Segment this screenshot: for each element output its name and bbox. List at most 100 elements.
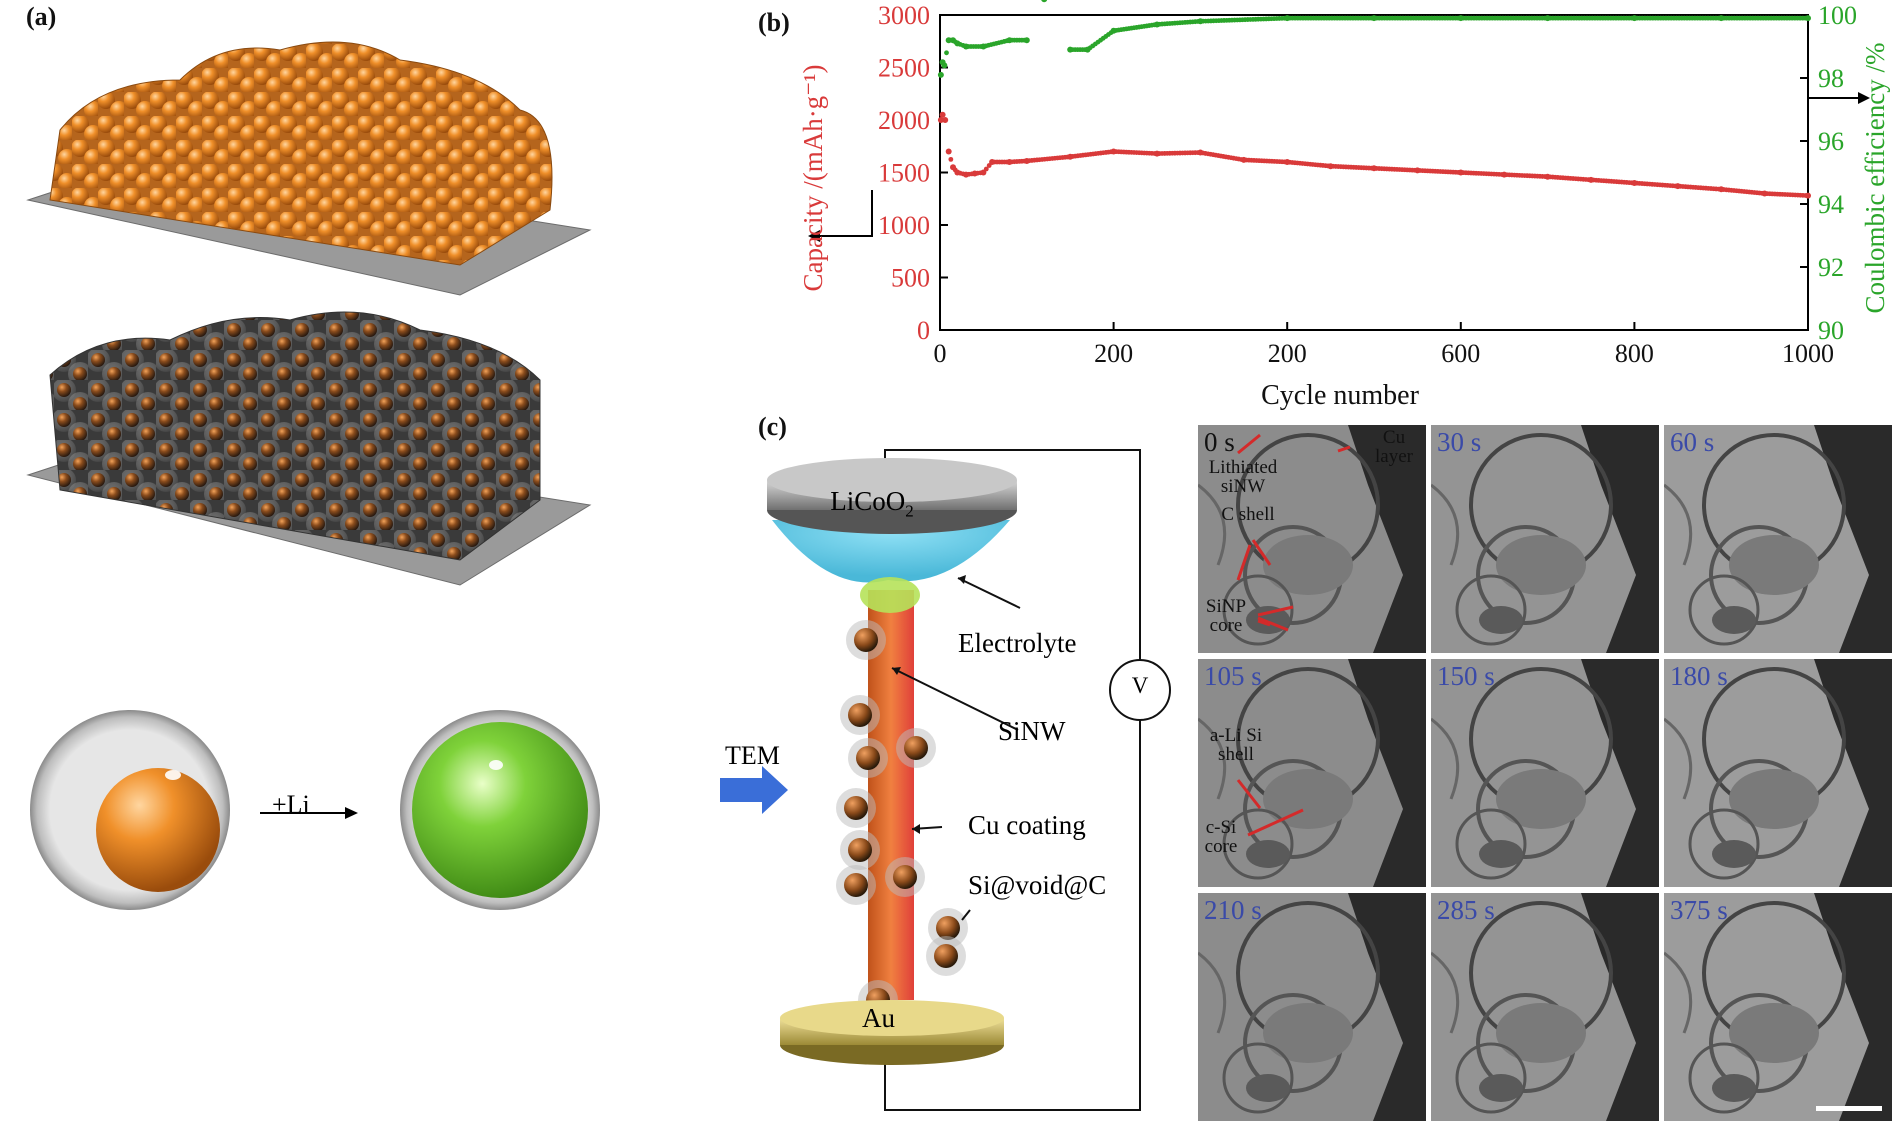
tem-frame: 210 s <box>1198 893 1426 1121</box>
y-left-tick-label: 2000 <box>878 106 930 135</box>
tem-note-c-si-core: c-Si core <box>1204 817 1238 857</box>
data-point <box>945 148 952 155</box>
y-right-tick-label: 100 <box>1818 1 1857 30</box>
tem-time-label: 150 s <box>1437 661 1495 691</box>
y-left-tick-label: 500 <box>891 264 930 293</box>
tem-micrograph <box>1431 659 1659 887</box>
panel-b-label: (b) <box>758 8 790 37</box>
x-axis-label: Cycle number <box>1261 380 1420 410</box>
data-point <box>1805 192 1811 199</box>
tem-time-label: 285 s <box>1437 895 1495 925</box>
callout-cu-coating: Cu coating <box>968 810 1086 840</box>
tem-micrograph <box>1664 659 1892 887</box>
y-right-tick-label: 92 <box>1818 253 1844 282</box>
tem-frame: 285 s <box>1431 893 1659 1121</box>
panel-a-label: (a) <box>26 2 57 31</box>
data-point <box>1023 37 1030 44</box>
tem-micrograph <box>1664 893 1892 1121</box>
tem-micrograph <box>1431 425 1659 653</box>
callout-si-void-c: Si@void@C <box>968 870 1107 900</box>
y-axis-right-label: Coulombic efficiency /% <box>1860 43 1890 314</box>
licoo2-label: LiCoO2 <box>830 486 914 521</box>
plot-area <box>939 14 1809 331</box>
tem-frame: 105 s <box>1198 659 1426 887</box>
series-capacity <box>937 111 1811 199</box>
tem-beam-arrow <box>720 766 788 814</box>
x-tick-label: 800 <box>1615 339 1654 368</box>
series-coulombic-efficiency <box>937 0 1811 78</box>
y-right-tick-label: 90 <box>1818 316 1844 345</box>
lithiation-label: +Li <box>272 790 310 819</box>
callout-sinw: SiNW <box>998 716 1066 746</box>
in-situ-cell-schematic <box>720 449 1171 1111</box>
data-point <box>941 62 948 69</box>
tem-annotation-arrows <box>1236 433 1351 837</box>
si-nanoparticle-cluster <box>49 41 553 266</box>
x-tick-label: 0 <box>934 339 947 368</box>
data-point <box>939 111 946 118</box>
lithiated-si-sphere <box>412 722 588 898</box>
trace-point <box>944 50 949 56</box>
trace-point <box>948 156 954 162</box>
y-right-tick-label: 98 <box>1818 64 1844 93</box>
data-point <box>1041 0 1048 3</box>
tem-frame: 375 s <box>1664 893 1892 1121</box>
tem-micrograph <box>1198 659 1426 887</box>
arrow-to-right-axis <box>1807 34 1858 99</box>
y-left-tick-label: 3000 <box>878 1 930 30</box>
y-left-tick-label: 2500 <box>878 54 930 83</box>
y-right-tick-label: 96 <box>1818 127 1844 156</box>
tem-time-label: 375 s <box>1670 895 1728 925</box>
tem-image-series: 0 s 30 s 60 s 105 s 150 s 180 s 210 s 285 s 375 … <box>1198 425 1892 1125</box>
data-point <box>1805 15 1811 22</box>
voltmeter-label: V <box>1131 673 1149 698</box>
capacity-efficiency-chart: 0 200 200 600 800 1000 0 500 1000 1500 2000 2500 300… <box>798 0 1890 410</box>
tem-note-a-lisi-shell: a-Li Si shell <box>1209 725 1263 765</box>
tem-frame: 150 s <box>1431 659 1659 887</box>
y-axis-left-label: Capacity /(mAh·g⁻¹) <box>798 64 828 291</box>
tem-time-label: 210 s <box>1204 895 1262 925</box>
panel-c-label: (c) <box>758 412 787 441</box>
tem-note-lithiated-sinw: Lithiated siNW <box>1208 457 1278 497</box>
trace-point <box>983 166 989 172</box>
tem-note-c-shell: C shell <box>1221 504 1275 525</box>
licoo2-electrode <box>767 458 1017 502</box>
si-void-c-particles <box>836 620 968 1020</box>
y-left-tick-label: 1000 <box>878 211 930 240</box>
tem-frame: 30 s <box>1431 425 1659 653</box>
arrow-to-left-axis <box>820 190 873 237</box>
au-label: Au <box>862 1003 895 1033</box>
tem-time-label: 0 s <box>1204 427 1235 457</box>
tem-note-cu-layer: Cu layer <box>1375 427 1413 467</box>
voltmeter <box>1109 659 1171 721</box>
x-tick-label: 200 <box>1094 339 1133 368</box>
tem-micrograph <box>1431 893 1659 1121</box>
tem-label: TEM <box>725 741 780 770</box>
callout-electrolyte: Electrolyte <box>958 628 1077 658</box>
tem-micrograph <box>1198 425 1426 653</box>
arrow-head <box>808 230 820 242</box>
tem-frame: 180 s <box>1664 659 1892 887</box>
tem-note-sinp-core: SiNP core <box>1205 596 1247 636</box>
tem-time-label: 60 s <box>1670 427 1715 457</box>
tem-time-label: 180 s <box>1670 661 1728 691</box>
tem-micrograph <box>1664 425 1892 653</box>
scale-bar <box>1816 1106 1882 1111</box>
tem-time-label: 30 s <box>1437 427 1482 457</box>
data-point <box>937 117 944 123</box>
y-left-tick-label: 0 <box>917 316 930 345</box>
data-point <box>942 117 949 123</box>
panel-a-illustration <box>26 41 600 910</box>
silicon-nanowire <box>868 590 914 1000</box>
si-void-c-cluster <box>49 311 541 561</box>
data-point <box>980 169 987 176</box>
tem-micrograph <box>1198 893 1426 1121</box>
arrow-head <box>1858 92 1870 104</box>
tem-time-label: 105 s <box>1204 661 1262 691</box>
x-tick-label: 600 <box>1441 339 1480 368</box>
y-left-tick-label: 1500 <box>878 159 930 188</box>
tem-frame: 0 s <box>1198 425 1426 653</box>
tem-frame: 60 s <box>1664 425 1892 653</box>
au-electrode <box>780 1000 1004 1036</box>
x-tick-label: 1000 <box>1782 339 1834 368</box>
